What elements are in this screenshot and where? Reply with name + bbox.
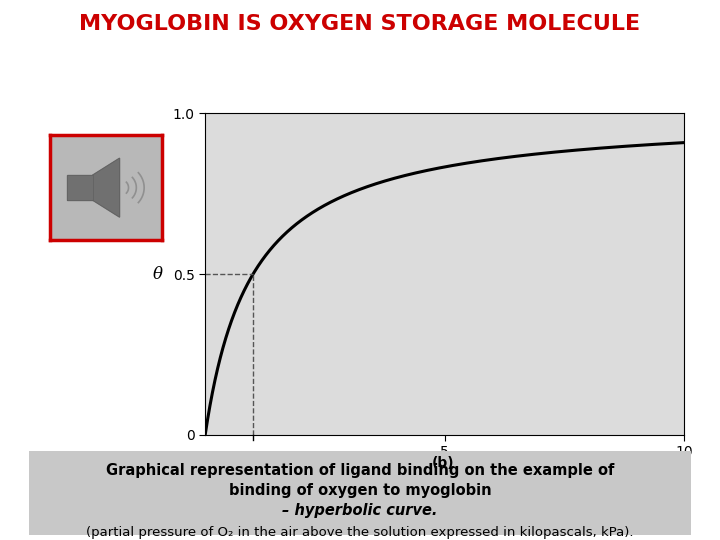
Text: P₅₀: P₅₀	[244, 453, 262, 465]
Text: Graphical representation of ligand binding on the example of: Graphical representation of ligand bindi…	[106, 463, 614, 477]
Text: (partial pressure of O₂ in the air above the solution expressed in kilopascals, : (partial pressure of O₂ in the air above…	[86, 526, 634, 539]
X-axis label: pO₂ (kPa): pO₂ (kPa)	[412, 478, 477, 492]
Text: (b): (b)	[431, 456, 454, 470]
Text: – hyperbolic curve.: – hyperbolic curve.	[282, 503, 438, 518]
Polygon shape	[67, 175, 93, 200]
Polygon shape	[93, 158, 120, 217]
Text: θ: θ	[153, 266, 162, 282]
Text: binding of oxygen to myoglobin: binding of oxygen to myoglobin	[229, 483, 491, 498]
Text: MYOGLOBIN IS OXYGEN STORAGE MOLECULE: MYOGLOBIN IS OXYGEN STORAGE MOLECULE	[79, 14, 641, 33]
